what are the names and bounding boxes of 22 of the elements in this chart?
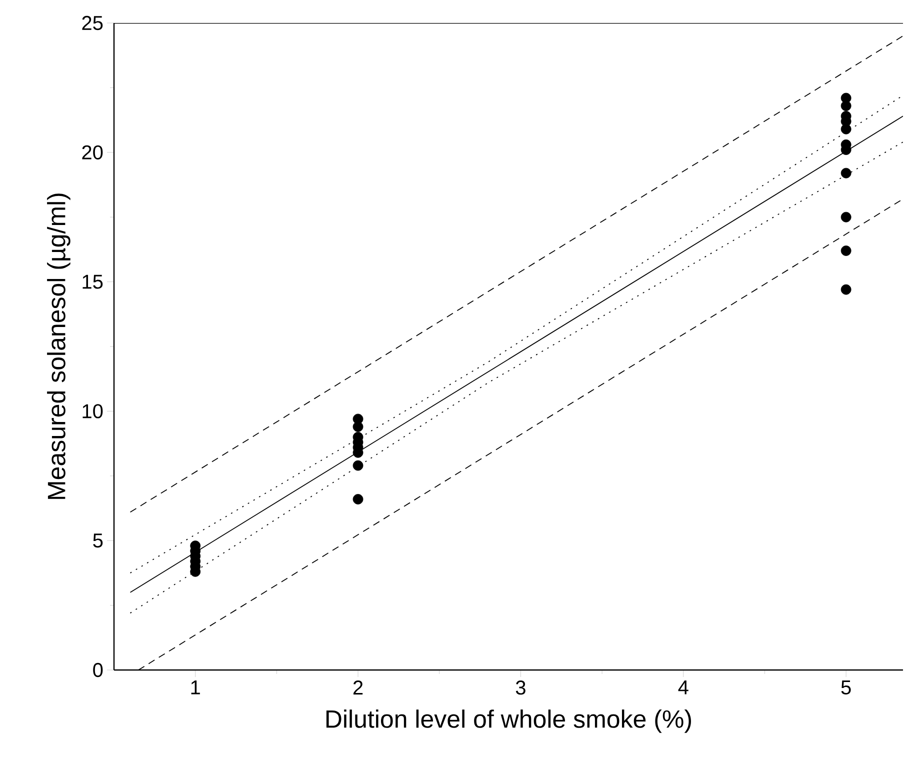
y-tick-label: 25	[82, 16, 103, 30]
point	[840, 212, 852, 222]
x-tick-label: 5	[841, 680, 851, 694]
y-tick-label: 20	[82, 145, 103, 160]
y-tick-label: 10	[82, 404, 103, 418]
x-tick-label: 1	[191, 680, 200, 694]
x-tick-label: 4	[678, 680, 688, 694]
point	[352, 460, 364, 471]
point	[840, 124, 852, 134]
point	[840, 284, 852, 295]
point	[352, 422, 364, 432]
y-tick-label: 5	[93, 534, 103, 548]
point	[840, 100, 852, 112]
y-axis-title: Measured solanesol (µg/ml)	[47, 194, 70, 499]
x-tick-label: 3	[516, 680, 526, 695]
point	[352, 494, 364, 504]
x-tick-label: 2	[353, 680, 363, 694]
point	[840, 168, 852, 178]
y-tick-label: 15	[82, 274, 103, 289]
point	[840, 246, 852, 256]
x-axis-title: Dilution level of whole smoke (%)	[326, 710, 691, 733]
y-tick-label: 0	[93, 662, 103, 678]
